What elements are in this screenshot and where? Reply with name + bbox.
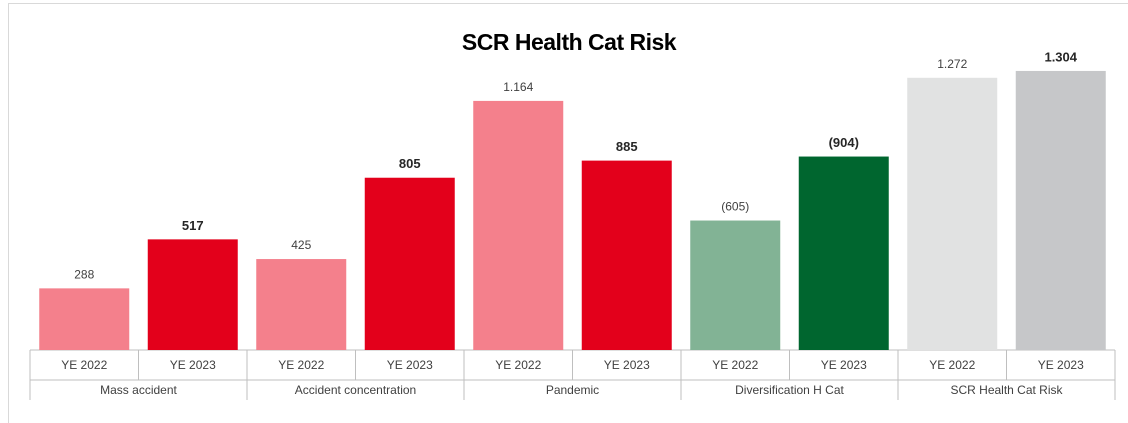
x-tick-label: YE 2023 xyxy=(387,358,433,372)
value-label: 1.304 xyxy=(1044,49,1077,64)
bar xyxy=(581,160,672,350)
value-label: 1.272 xyxy=(937,57,967,71)
bar xyxy=(798,156,889,350)
bar xyxy=(907,77,998,351)
value-label: 517 xyxy=(182,218,204,233)
x-tick-label: YE 2022 xyxy=(712,358,758,372)
bar xyxy=(690,220,781,350)
value-label: 288 xyxy=(74,268,94,282)
group-label: Mass accident xyxy=(100,383,177,397)
bar xyxy=(147,239,238,350)
bar xyxy=(364,177,455,350)
x-tick-label: YE 2022 xyxy=(278,358,324,372)
bar xyxy=(256,259,347,350)
x-tick-label: YE 2022 xyxy=(495,358,541,372)
chart-title: SCR Health Cat Risk xyxy=(462,29,677,55)
value-label: 885 xyxy=(616,139,638,154)
bar xyxy=(473,100,564,351)
group-label: Accident concentration xyxy=(295,383,416,397)
value-label: 425 xyxy=(291,238,311,252)
x-tick-label: YE 2022 xyxy=(929,358,975,372)
x-tick-label: YE 2023 xyxy=(821,358,867,372)
x-tick-label: YE 2023 xyxy=(170,358,216,372)
group-label: Diversification H Cat xyxy=(735,383,844,397)
value-label: (605) xyxy=(721,200,749,214)
x-tick-label: YE 2023 xyxy=(1038,358,1084,372)
group-label: SCR Health Cat Risk xyxy=(950,383,1063,397)
x-tick-label: YE 2023 xyxy=(604,358,650,372)
value-label: (904) xyxy=(829,135,859,150)
group-label: Pandemic xyxy=(546,383,599,397)
frame xyxy=(8,3,1128,423)
value-label: 805 xyxy=(399,156,421,171)
bar xyxy=(39,288,130,350)
value-label: 1.164 xyxy=(503,80,533,94)
x-tick-label: YE 2022 xyxy=(61,358,107,372)
bar xyxy=(1015,70,1106,350)
